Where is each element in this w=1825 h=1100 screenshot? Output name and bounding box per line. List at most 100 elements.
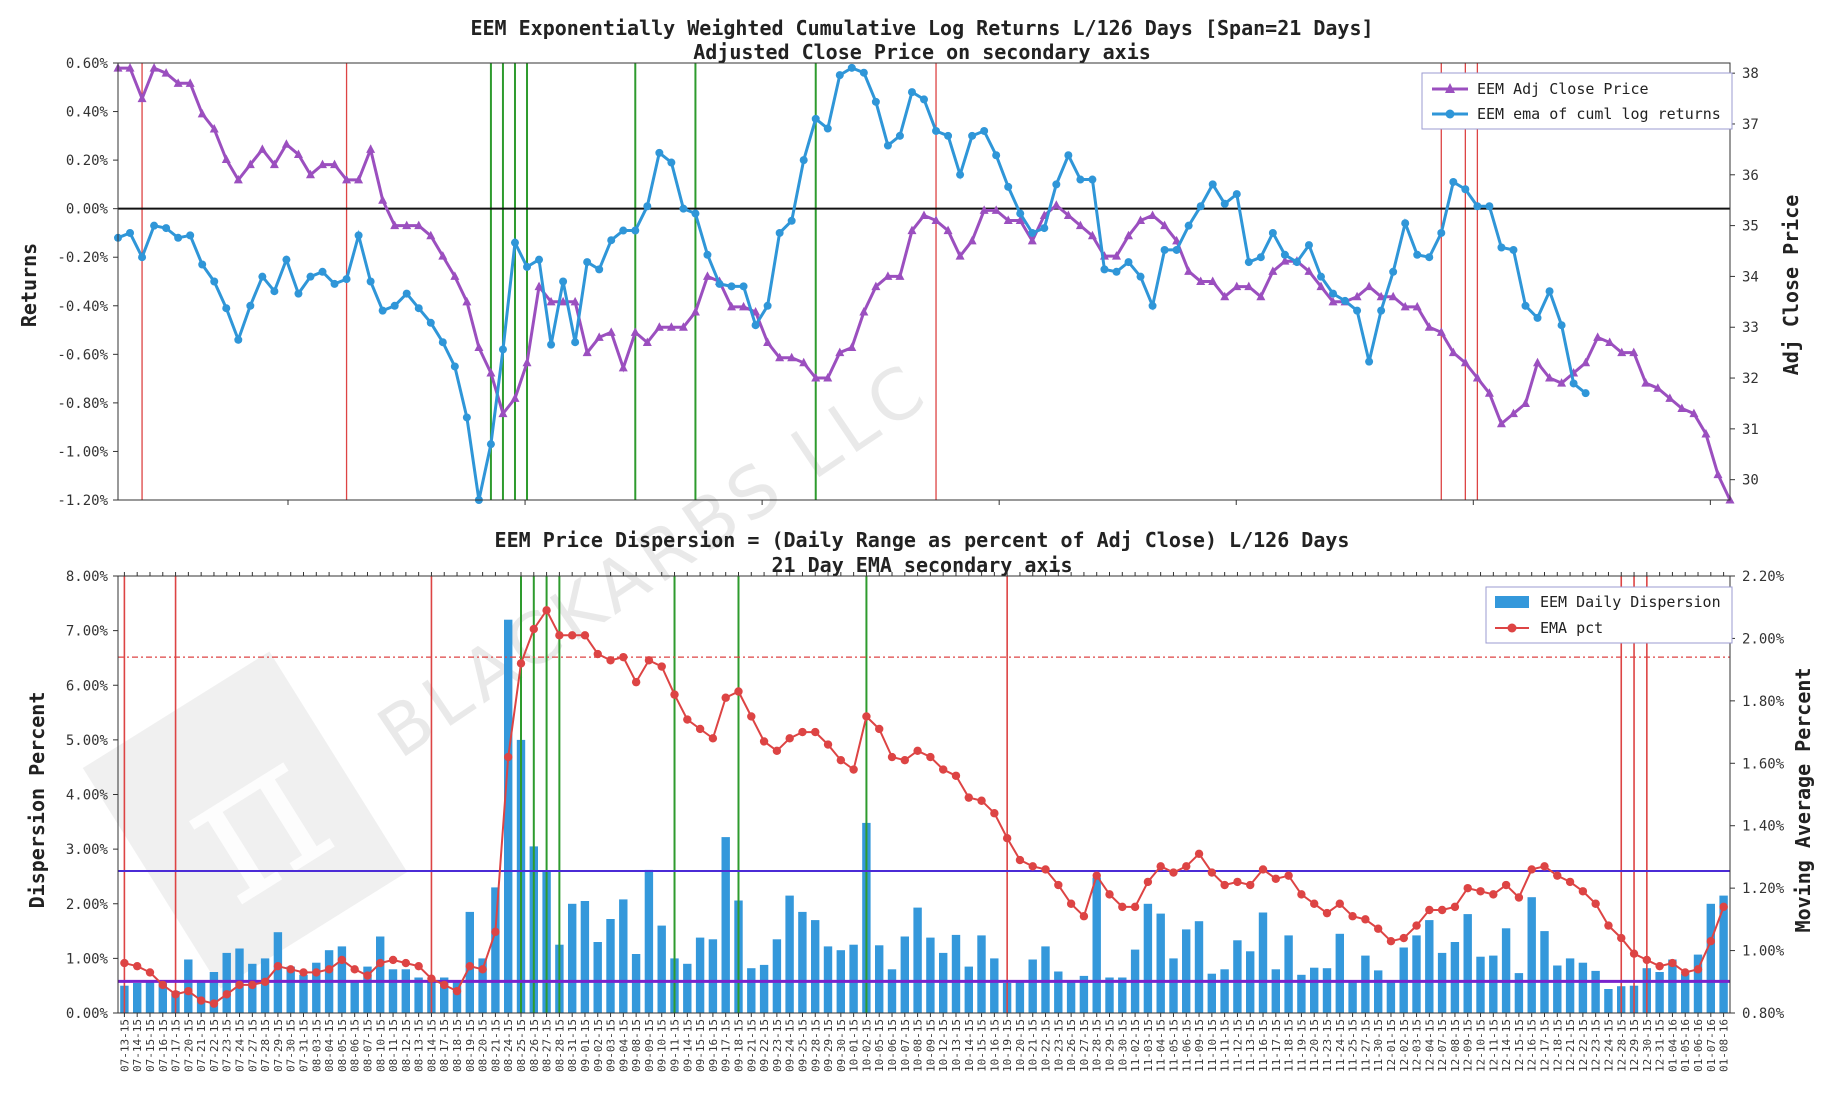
chart2-dispersion-bar [388,969,398,1013]
chart2-xtick-label: 07-22-15 [208,1019,221,1072]
chart1-price-point [690,306,700,316]
chart1-price-point [1581,357,1591,367]
chart1-price-point [1448,347,1458,357]
chart1-ema-point [1353,306,1362,315]
chart1-price-point [895,271,905,280]
chart1-ema-point [414,304,423,313]
chart1-ema-point [138,253,147,262]
chart2-dispersion-bar [414,977,423,1013]
chart1-ema-point [655,148,664,157]
chart1-ema-point [366,277,375,286]
chart1-ema-point [1280,250,1289,259]
chart2-emapct-point [158,980,167,990]
chart2-y2tick-label: 1.20% [1742,881,1785,897]
chart2-emapct-point [900,755,910,765]
chart2-dispersion-bar [376,936,385,1013]
chart1-price-point [354,174,364,184]
chart2-xtick-label: 11-03-15 [1142,1019,1155,1072]
chart2-xtick-label: 12-23-15 [1590,1019,1603,1072]
chart2-plot: 8.00% 7.00% 6.00% 5.00% 4.00% 3.00% 2.00% 1.00%… [66,569,1785,1072]
chart1-price-point [1244,281,1254,291]
chart2-emapct-point [1373,924,1383,933]
chart1-ema-point [1329,289,1338,298]
chart2-xtick-label: 10-21-15 [1027,1019,1040,1072]
chart1-ema-point [486,440,495,449]
chart1-ema-point [583,258,592,267]
chart2-xtick-label: 07-30-15 [285,1019,298,1072]
chart1-ema-point [1004,182,1013,191]
chart2-xtick-label: 10-22-15 [1040,1019,1053,1072]
chart2-xtick-label: 08-14-15 [425,1019,438,1072]
chart2-dispersion-bar [964,966,973,1013]
chart1-price-point [1148,210,1158,219]
chart2-dispersion-bar [1207,973,1216,1013]
chart1-y2label: Adj Close Price [1779,195,1803,376]
chart1-ema-point [883,141,892,150]
chart1-ema-point [378,306,387,315]
chart1-ytick-label: -1.20% [57,493,108,509]
chart2-emapct-point [1092,871,1101,880]
chart2-dispersion-bar [1668,959,1677,1013]
chart1-ytick-label: -0.40% [57,299,108,315]
chart2-dispersion-bar [939,952,948,1013]
chart2-xtick-label: 01-07-16 [1705,1019,1718,1072]
chart2-xtick-label: 07-27-15 [246,1019,259,1072]
chart1-price-point [739,301,749,311]
chart2-xtick-label: 09-04-15 [617,1019,630,1072]
chart1-price-point [426,230,436,240]
chart1-price-point [558,296,568,306]
chart2-dispersion-bar [1028,959,1037,1013]
chart2-emapct-point [875,724,884,734]
chart2-dispersion-bar [913,907,922,1013]
chart2-emapct-point [542,606,551,615]
chart2-emapct-point [1463,883,1472,893]
chart1-ema-point [210,277,219,286]
chart1-ytick-label: 0.60% [66,56,109,72]
chart1-price-point [125,63,135,72]
chart2-emapct-point [1591,899,1600,908]
chart2-xtick-label: 08-26-15 [528,1019,541,1072]
chart2-emapct-point [1578,887,1588,896]
chart1-ema-point [1557,321,1566,330]
chart2-dispersion-bar [747,968,756,1013]
chart2-y2tick-label: 1.80% [1742,694,1785,710]
chart2-emapct-point [1617,933,1626,943]
chart2-xtick-label: 11-16-15 [1257,1019,1270,1072]
chart2-emapct-point [1271,874,1281,883]
chart2-emapct-point [1284,871,1293,880]
chart2-dispersion-bar [1463,914,1472,1013]
chart2-emapct-point [1156,862,1165,871]
chart2-xtick-label: 09-18-15 [733,1019,746,1072]
chart1-y2tick-label: 32 [1742,371,1759,387]
chart2-xtick-label: 10-28-15 [1091,1019,1104,1072]
chart1-price-point [1124,230,1134,240]
chart2-emapct-point [465,961,475,971]
chart1-price-point [546,296,556,306]
chart2-dispersion-bar [222,952,231,1013]
chart2-xtick-label: 08-06-15 [349,1019,362,1072]
chart2-frame [117,575,1731,1014]
chart2-dispersion-bar [299,974,308,1013]
chart2-xtick-label: 09-17-15 [720,1019,733,1072]
chart1-ema-point [174,233,183,242]
chart2-xtick-label: 10-30-15 [1116,1019,1129,1072]
chart2-emapct-point [388,955,398,965]
chart1-ema-point [1184,221,1193,230]
chart2-dispersion-bar [593,942,602,1013]
chart1-ylabel: Returns [17,243,41,327]
chart1-price-point [233,174,243,184]
chart1-ytick-label: 0.00% [66,202,109,218]
chart2-emapct-point [606,656,615,665]
chart2-emapct-point [1489,890,1498,899]
chart2-emapct-point [440,980,449,990]
chart2-dispersion-bar [1681,973,1690,1013]
chart1-ema-point [234,335,243,344]
chart2-xtick-label: 07-14-15 [131,1019,144,1072]
chart2-xtick-label: 10-09-15 [924,1019,937,1072]
chart2-dispersion-bar [1386,980,1396,1013]
chart1-price-point [606,327,616,336]
chart1-price-point [811,373,821,382]
chart2-dispersion-bar [1553,965,1562,1013]
chart2-emapct-point [1028,862,1037,871]
chart2-dispersion-bar [875,945,884,1013]
